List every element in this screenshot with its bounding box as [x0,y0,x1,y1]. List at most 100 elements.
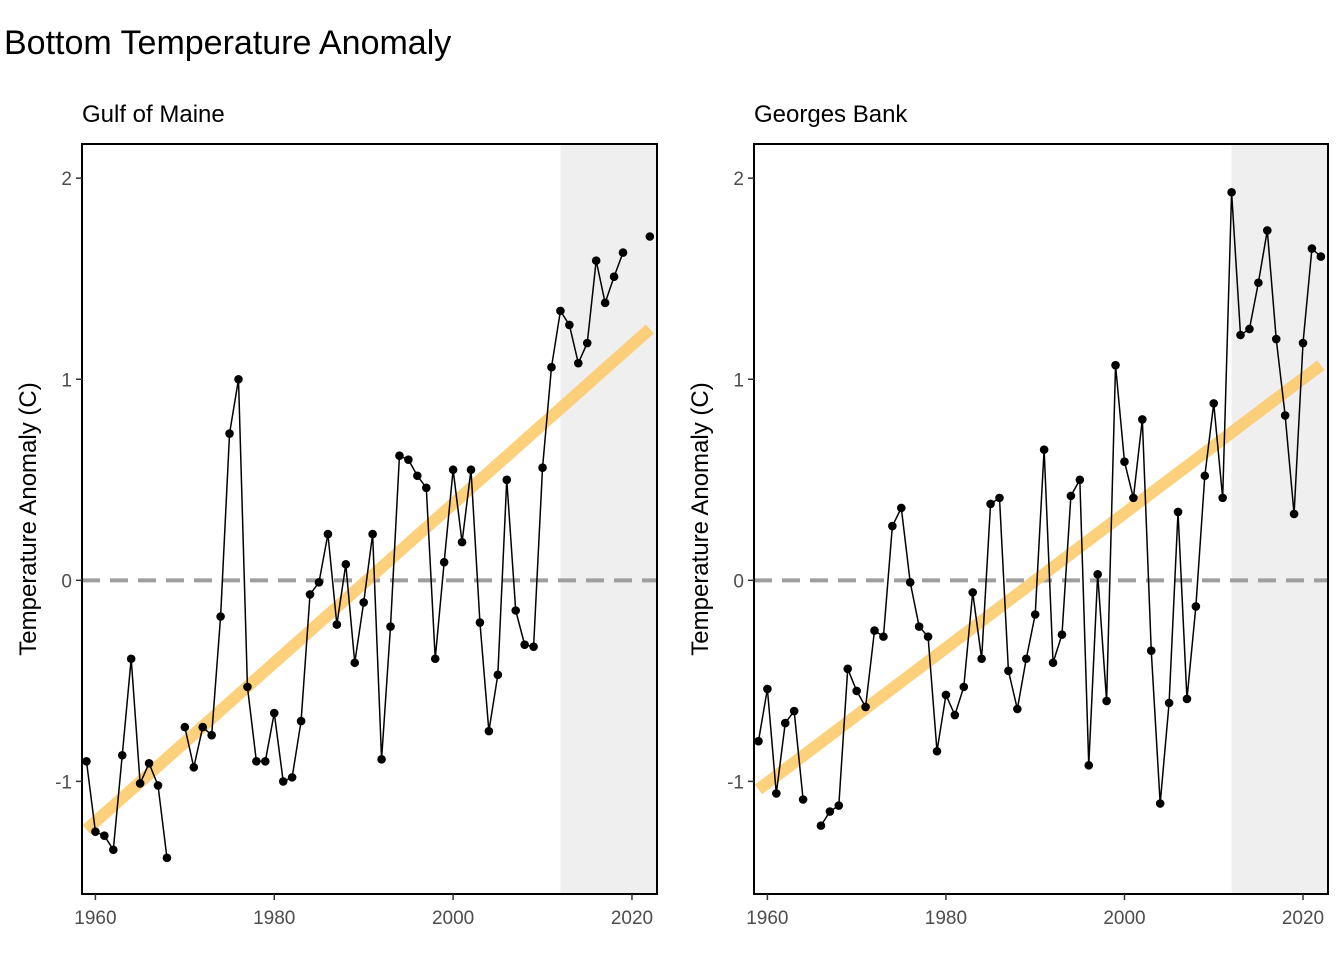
data-point [600,298,610,308]
data-point [950,710,960,720]
data-point [1102,696,1111,706]
data-point [207,730,216,740]
data-point [466,465,476,475]
data-point [269,708,279,718]
data-point [772,789,781,798]
data-point [511,606,521,615]
data-point [180,722,190,732]
data-point [386,622,395,631]
data-point [1075,475,1085,485]
data-point [100,831,109,840]
data-point [1245,324,1254,334]
y-tick-label: -1 [727,772,744,793]
shaded-region [1231,144,1328,894]
data-point [852,686,861,696]
data-point [1254,278,1263,288]
data-point [896,503,906,513]
data-point [430,654,440,664]
y-axis-label: Temperature Anomaly (C) [687,382,714,655]
data-point [189,763,199,772]
data-point [574,358,583,368]
x-tick-label: 2020 [611,908,653,929]
data-point [1021,654,1031,664]
data-point [1048,658,1058,668]
data-point [1093,569,1102,579]
data-point [789,706,799,716]
y-tick-label: 0 [61,571,72,592]
data-point [547,362,556,372]
data-point [341,559,351,569]
data-point [117,750,127,760]
data-point [565,320,574,330]
data-point [1066,491,1076,501]
panel-1: -1 0 1 2 1960 1980 2000 2020 Gulf of Maine Temper… [15,101,658,929]
trend-line [754,360,1325,795]
data-point [861,702,870,712]
data-point [1209,399,1219,408]
data-point [261,756,270,766]
data-point [1236,330,1245,340]
panel-border [81,143,658,895]
data-point [1307,244,1317,253]
data-point [1289,509,1299,519]
data-point [82,756,91,766]
data-point [1146,646,1156,656]
data-point [1218,493,1227,503]
y-tick-label: 2 [733,169,744,190]
series-line [757,688,804,800]
data-point [816,821,826,830]
data-point [1111,360,1120,370]
data-point [780,718,790,728]
data-point [404,455,413,464]
data-point [126,654,136,664]
data-point [252,756,261,766]
data-point [243,682,252,692]
y-tick-label: 0 [733,571,744,592]
data-point [1280,411,1290,420]
data-point [556,306,565,316]
data-point [314,578,324,587]
data-point [843,664,853,674]
series-line [184,252,624,783]
data-point [395,451,404,460]
data-point [305,590,315,599]
data-point [591,256,601,265]
data-point [959,682,969,692]
data-point [332,620,342,629]
data-point [968,588,978,597]
data-point [754,736,763,746]
data-point [1182,694,1192,704]
data-point [198,722,208,732]
x-tick-label: 2000 [1103,908,1145,929]
data-point [359,598,368,607]
data-point [475,618,485,627]
data-point [1155,799,1165,808]
data-point [1173,507,1183,517]
data-point [941,690,951,700]
data-point [1200,471,1210,481]
data-point [825,807,835,816]
data-point [377,754,386,764]
data-point [582,338,592,348]
data-point [296,716,306,726]
data-point [153,781,163,790]
data-point [421,483,431,493]
data-point [448,465,458,475]
x-tick-label: 2000 [432,908,474,929]
y-tick-label: -1 [55,772,72,793]
data-point [1057,630,1067,639]
chart-title: Bottom Temperature Anomaly [4,24,452,62]
data-point [986,499,995,509]
x-tick-label: 2020 [1282,908,1324,929]
trend-line [82,324,654,835]
data-point [763,684,772,694]
data-point [1316,252,1326,261]
data-point [1039,445,1049,454]
data-point [287,773,297,782]
data-point [278,777,288,786]
data-point [923,632,933,641]
data-point [323,529,333,539]
data-point [932,746,942,756]
data-point [538,463,547,473]
